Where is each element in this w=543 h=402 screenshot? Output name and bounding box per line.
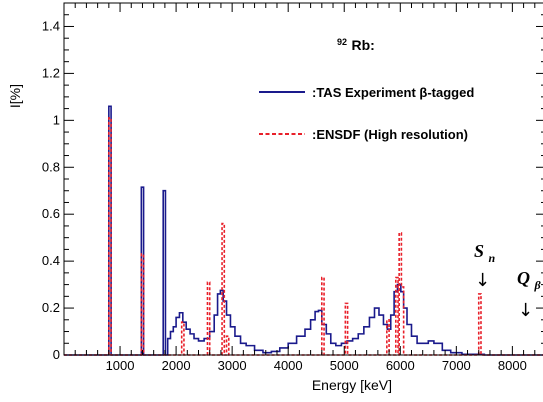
y-tick-label: 0.2: [42, 300, 60, 315]
legend-header: 92 Rb:: [337, 32, 375, 53]
annotation-qbeta-subscript: β: [533, 278, 541, 292]
x-axis-title: Energy [keV]: [312, 377, 392, 393]
legend: 92 Rb: :TAS Experiment β-tagged :ENSDF (…: [259, 32, 474, 142]
x-tick-label: 5000: [330, 358, 359, 373]
x-tick-label: 6000: [386, 358, 415, 373]
annotation-sn-symbol: S: [474, 241, 484, 261]
annotation-sn: S n ↓: [474, 241, 495, 291]
annotation-sn-arrow: ↓: [475, 270, 490, 291]
y-tick-label: 1.4: [42, 18, 60, 33]
annotation-qbeta-arrow: ↓: [518, 300, 533, 321]
y-tick-label: 0.8: [42, 159, 60, 174]
legend-label-ensdf: :ENSDF (High resolution): [312, 127, 468, 142]
x-tick-label: 4000: [274, 358, 303, 373]
annotation-qbeta: Q β ↓: [517, 268, 541, 321]
legend-label-tas: :TAS Experiment β-tagged: [312, 85, 474, 100]
legend-header-mass: 92: [337, 37, 347, 47]
x-tick-label: 8000: [498, 358, 527, 373]
annotation-sn-label: S n: [474, 241, 495, 265]
x-axis: 1000 2000 3000 4000 5000 6000 7000 8000: [74, 3, 536, 373]
annotation-qbeta-symbol: Q: [517, 268, 530, 288]
y-tick-label: 1.2: [42, 65, 60, 80]
y-axis-title: I[%]: [7, 84, 23, 108]
legend-header-element: Rb:: [351, 37, 374, 53]
y-tick-label: 1: [53, 112, 60, 127]
x-tick-label: 3000: [218, 358, 247, 373]
y-axis: 0 0.2 0.4 0.6 0.8 1 1.2 1.4: [42, 14, 543, 362]
x-tick-label: 7000: [442, 358, 471, 373]
x-tick-label: 2000: [162, 358, 191, 373]
y-tick-label: 0: [53, 347, 60, 362]
x-tick-label: 1000: [106, 358, 135, 373]
annotation-sn-subscript: n: [488, 251, 495, 265]
y-tick-label: 0.6: [42, 206, 60, 221]
series-tas-line: [64, 105, 543, 356]
y-tick-label: 0.4: [42, 253, 60, 268]
annotation-qbeta-label: Q β: [517, 268, 541, 292]
